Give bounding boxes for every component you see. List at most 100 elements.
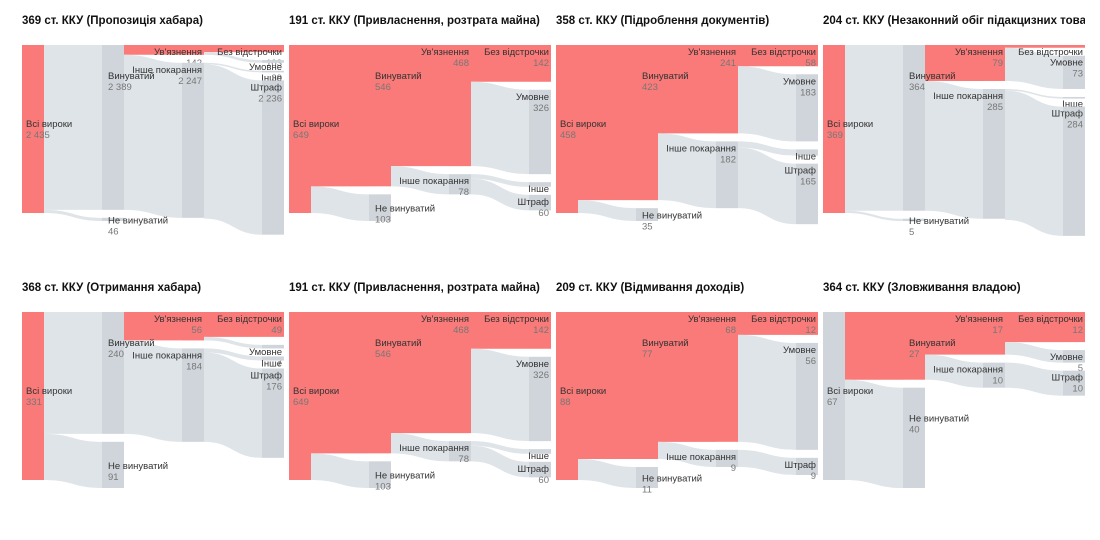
sankey-node bbox=[796, 74, 818, 142]
node-label: Інше покарання bbox=[399, 176, 469, 187]
node-label: Інше покарання bbox=[132, 350, 202, 361]
node-label: Умовне bbox=[783, 345, 816, 356]
node-label: Без відстрочки bbox=[1018, 47, 1083, 58]
sankey-link bbox=[204, 64, 262, 235]
node-label: Не винуватий bbox=[909, 216, 969, 227]
sankey-link bbox=[1005, 342, 1063, 363]
sankey-node bbox=[289, 312, 311, 480]
node-value: 176 bbox=[266, 381, 282, 392]
node-value: 88 bbox=[560, 397, 571, 408]
node-label: Винуватий bbox=[375, 71, 422, 82]
node-value: 40 bbox=[909, 425, 920, 436]
sankey-node bbox=[796, 457, 818, 475]
sankey-link bbox=[204, 312, 262, 337]
sankey-node bbox=[102, 217, 124, 221]
node-label: Умовне bbox=[783, 76, 816, 87]
chart-title: 209 ст. ККУ (Відмивання доходів) bbox=[556, 282, 745, 294]
sankey-node bbox=[182, 45, 204, 55]
node-value: 12 bbox=[1072, 325, 1083, 336]
sankey-node bbox=[262, 60, 284, 63]
chart-title: 358 ст. ККУ (Підроблення документів) bbox=[556, 15, 770, 27]
node-label: Ув'язнення bbox=[688, 47, 736, 58]
sankey-link bbox=[204, 52, 262, 63]
sankey-node bbox=[716, 449, 738, 467]
sankey-node bbox=[1063, 312, 1085, 343]
node-label: Штраф bbox=[518, 464, 550, 475]
sankey-panel: 209 ст. ККУ (Відмивання доходів) Всі вир… bbox=[556, 282, 818, 537]
sankey-link bbox=[311, 453, 369, 488]
node-label: Умовне bbox=[516, 92, 549, 103]
sankey-link bbox=[1005, 312, 1063, 343]
node-label: Всі вироки bbox=[293, 119, 339, 130]
sankey-node bbox=[262, 312, 284, 337]
sankey-link bbox=[1005, 362, 1063, 396]
sankey-link bbox=[391, 45, 449, 167]
node-value: 46 bbox=[108, 226, 119, 237]
sankey-node bbox=[102, 441, 124, 488]
sankey-node bbox=[636, 312, 658, 459]
sankey-link bbox=[391, 312, 449, 434]
sankey-node bbox=[903, 312, 925, 380]
sankey-node bbox=[22, 45, 44, 213]
sankey-node bbox=[556, 45, 578, 213]
sankey-node bbox=[983, 362, 1005, 388]
node-value: 9 bbox=[731, 463, 736, 474]
node-label: Умовне bbox=[516, 359, 549, 370]
sankey-link bbox=[471, 348, 529, 442]
node-value: 240 bbox=[108, 349, 124, 360]
node-value: 68 bbox=[725, 325, 736, 336]
sankey-node bbox=[262, 80, 284, 235]
node-label: Ув'язнення bbox=[688, 314, 736, 325]
sankey-link bbox=[1005, 45, 1063, 48]
sankey-node bbox=[182, 312, 204, 341]
node-label: Штраф bbox=[518, 197, 550, 208]
sankey-link bbox=[578, 312, 636, 459]
sankey-node bbox=[796, 45, 818, 67]
node-value: 326 bbox=[533, 370, 549, 381]
sankey-node bbox=[1063, 55, 1085, 89]
node-value: 56 bbox=[191, 325, 202, 336]
node-label: Всі вироки bbox=[26, 386, 72, 397]
sankey-link bbox=[658, 312, 716, 442]
sankey-node bbox=[823, 312, 845, 480]
sankey-node bbox=[1063, 106, 1085, 236]
node-value: 27 bbox=[909, 349, 920, 360]
node-value: 17 bbox=[992, 325, 1003, 336]
node-label: Всі вироки bbox=[560, 119, 606, 130]
node-label: Інше bbox=[261, 358, 282, 369]
sankey-node bbox=[903, 387, 925, 488]
node-value: 364 bbox=[909, 82, 925, 93]
sankey-link bbox=[471, 441, 529, 454]
sankey-node bbox=[369, 461, 391, 488]
sankey-link bbox=[658, 133, 716, 209]
sankey-link bbox=[738, 312, 796, 335]
node-value: 49 bbox=[271, 325, 282, 336]
sankey-link bbox=[925, 354, 983, 388]
sankey-node bbox=[529, 89, 551, 175]
sankey-node bbox=[1063, 96, 1085, 99]
sankey-link bbox=[845, 45, 903, 211]
sankey-link bbox=[925, 80, 983, 219]
sankey-link bbox=[124, 312, 182, 341]
sankey-node bbox=[529, 312, 551, 349]
node-value: 331 bbox=[26, 397, 42, 408]
node-value: 103 bbox=[266, 58, 282, 69]
sankey-node bbox=[22, 312, 44, 480]
node-label: Не винуватий bbox=[909, 414, 969, 425]
node-label: Штраф bbox=[785, 460, 817, 471]
sankey-node bbox=[262, 70, 284, 73]
node-value: 546 bbox=[375, 349, 391, 360]
node-label: Винуватий bbox=[642, 338, 689, 349]
node-label: Без відстрочки bbox=[751, 47, 816, 58]
sankey-node bbox=[903, 45, 925, 211]
sankey-node bbox=[449, 45, 471, 167]
node-value: 103 bbox=[375, 482, 391, 493]
node-label: Інше bbox=[1062, 99, 1083, 110]
